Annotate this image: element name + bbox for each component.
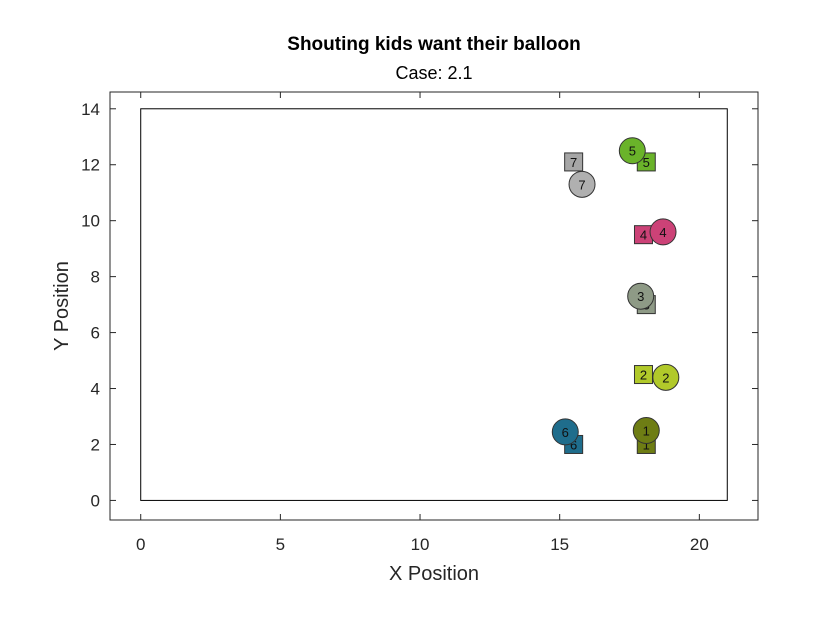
circle-marker-shape (627, 282, 655, 310)
circle-marker-3: 3 (627, 282, 655, 310)
y-tick-label: 12 (81, 156, 100, 175)
marker-label: 7 (578, 177, 585, 192)
circle-marker-shape (652, 363, 680, 391)
circle-marker-shape (568, 170, 596, 198)
circle-marker-shape (618, 137, 646, 165)
y-tick-label: 14 (81, 100, 100, 119)
circle-marker-1: 1 (632, 416, 660, 444)
marker-label: 6 (562, 425, 569, 440)
circle-marker-6: 6 (551, 418, 579, 446)
circle-marker-4: 4 (649, 218, 677, 246)
x-tick-label: 15 (550, 535, 569, 554)
circle-marker-2: 2 (652, 363, 680, 391)
marker-label: 6 (570, 437, 577, 452)
circle-marker-shape (649, 218, 677, 246)
room-rectangle (140, 108, 728, 501)
marker-label: 1 (643, 437, 650, 452)
circle-marker-7: 7 (568, 170, 596, 198)
data-markers: 12345671234567 (551, 137, 680, 454)
y-tick-label: 2 (91, 435, 100, 454)
square-marker-4: 4 (633, 225, 653, 245)
x-tick-label: 5 (276, 535, 285, 554)
y-tick-label: 10 (81, 212, 100, 231)
plot-area (109, 91, 759, 521)
square-marker-shape (633, 365, 653, 385)
y-axis-label: Y Position (51, 261, 73, 351)
marker-label: 4 (659, 225, 666, 240)
circle-marker-shape (632, 416, 660, 444)
x-axis-ticks: 0 5 10 15 20 (136, 92, 709, 554)
y-tick-label: 0 (91, 491, 100, 510)
marker-label: 3 (637, 289, 644, 304)
x-tick-label: 10 (411, 535, 430, 554)
square-marker-shape (564, 152, 584, 172)
room-boundary (140, 108, 728, 501)
chart-title: Shouting kids want their balloon (287, 34, 580, 55)
x-tick-label: 0 (136, 535, 145, 554)
x-axis-label: X Position (389, 563, 479, 585)
y-tick-label: 6 (91, 324, 100, 343)
marker-label: 2 (662, 370, 669, 385)
marker-label: 5 (629, 144, 636, 159)
marker-label: 7 (570, 155, 577, 170)
circle-marker-5: 5 (618, 137, 646, 165)
marker-label: 2 (640, 368, 647, 383)
y-tick-label: 8 (91, 268, 100, 287)
x-tick-label: 20 (690, 535, 709, 554)
marker-label: 5 (643, 155, 650, 170)
circle-marker-shape (551, 418, 579, 446)
square-marker-2: 2 (633, 365, 653, 385)
marker-label: 1 (643, 423, 650, 438)
chart-subtitle: Case: 2.1 (395, 63, 472, 83)
marker-label: 4 (640, 228, 647, 243)
square-marker-7: 7 (564, 152, 584, 172)
y-tick-label: 4 (91, 380, 100, 399)
